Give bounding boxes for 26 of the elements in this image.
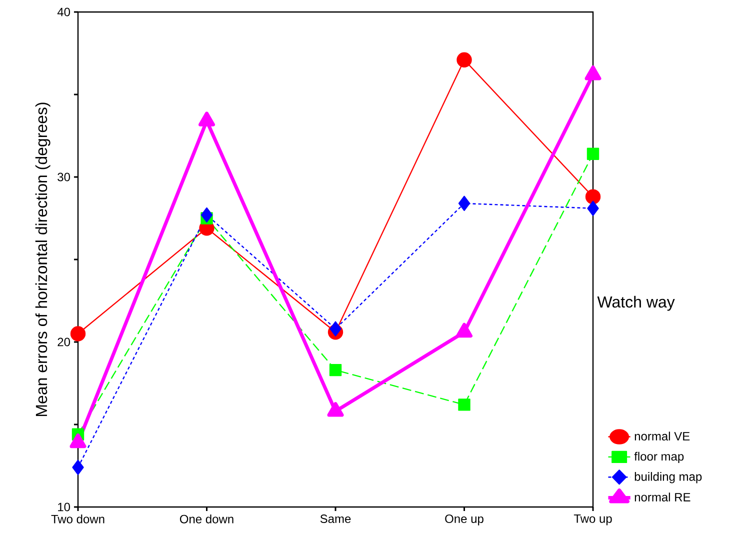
point <box>70 326 86 342</box>
x-tick-label: Two down <box>51 514 104 524</box>
x-tick-label: Two up <box>574 514 612 526</box>
x-tick-label: One down <box>180 514 234 524</box>
point <box>456 52 472 68</box>
point <box>587 200 599 216</box>
point <box>329 364 342 376</box>
y-tick-label: 10 <box>58 502 70 512</box>
y-tick-label: 20 <box>58 338 70 346</box>
point <box>72 460 84 475</box>
legend-label: floor map <box>634 452 684 464</box>
point <box>458 196 470 211</box>
legend-label: normal RE <box>634 492 690 502</box>
legend-label: building map <box>634 472 702 484</box>
point <box>585 189 601 204</box>
y-axis-title: Mean errors of horizontal direction (degrees) <box>35 102 50 416</box>
point <box>330 321 342 336</box>
x-tick-label: One up <box>445 514 484 526</box>
legend-label: normal VE <box>634 432 690 441</box>
legend-title: Watch way <box>597 296 675 311</box>
point <box>200 207 213 223</box>
x-tick-label: Same <box>320 514 351 524</box>
point <box>458 398 470 411</box>
y-tick-label: 40 <box>57 8 70 16</box>
point <box>586 148 600 160</box>
y-tick-label: 30 <box>58 172 70 182</box>
